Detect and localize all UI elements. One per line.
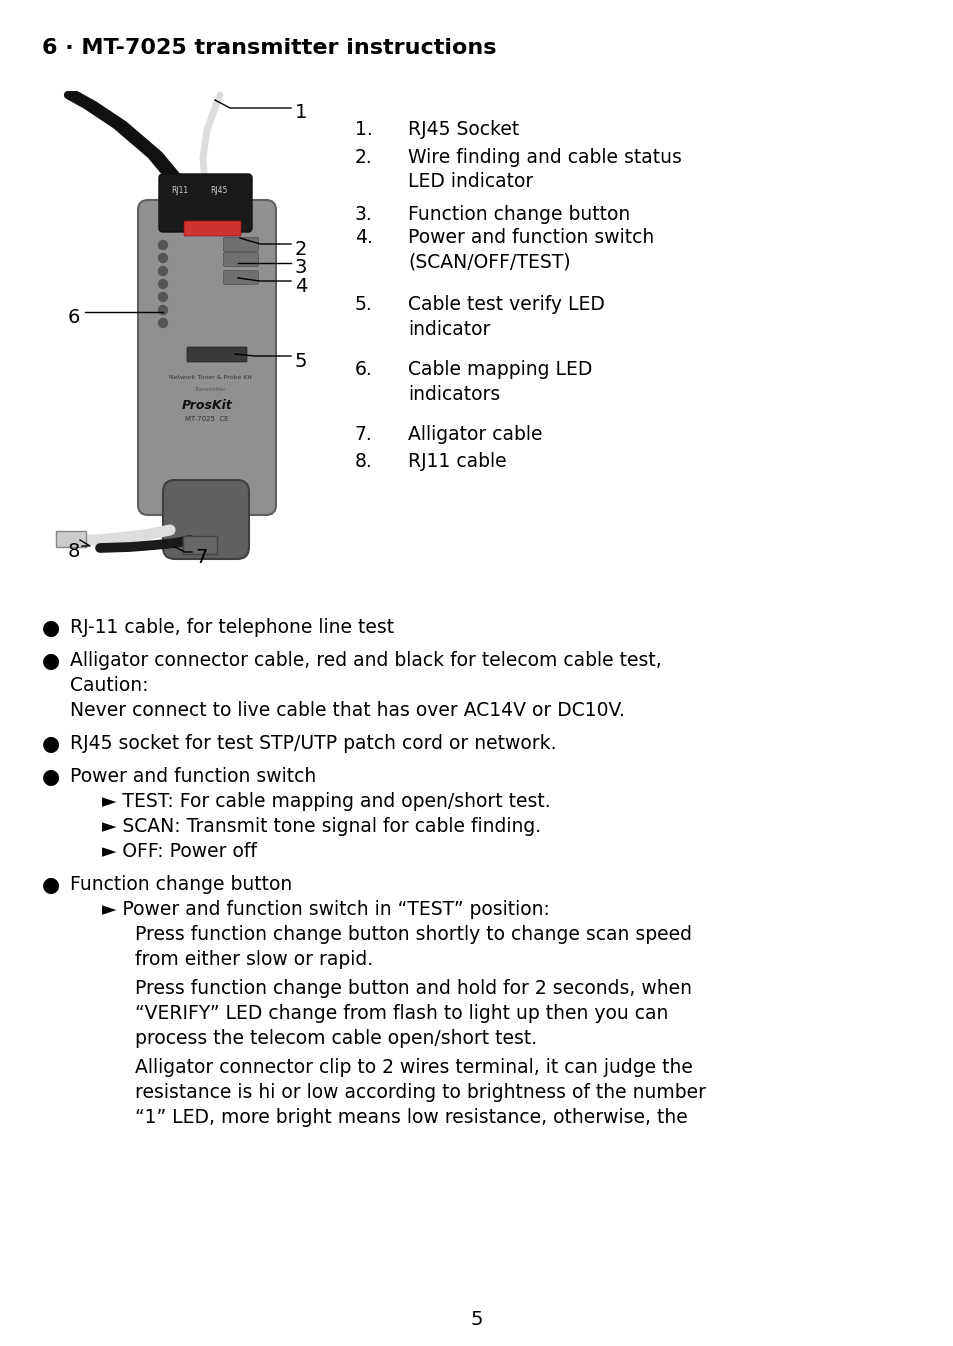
Text: Alligator cable: Alligator cable — [408, 425, 542, 444]
FancyBboxPatch shape — [183, 536, 216, 555]
Text: ► Power and function switch in “TEST” position:: ► Power and function switch in “TEST” po… — [102, 900, 549, 919]
Text: Cable test verify LED: Cable test verify LED — [408, 295, 604, 314]
Text: Function change button: Function change button — [408, 205, 630, 223]
Text: 4: 4 — [294, 277, 307, 296]
Text: STATUS: STATUS — [200, 223, 223, 227]
FancyBboxPatch shape — [223, 271, 258, 284]
FancyBboxPatch shape — [138, 201, 275, 516]
Text: MT-7025  CE: MT-7025 CE — [185, 416, 229, 423]
Text: “1” LED, more bright means low resistance, otherwise, the: “1” LED, more bright means low resistanc… — [135, 1108, 687, 1127]
Text: process the telecom cable open/short test.: process the telecom cable open/short tes… — [135, 1028, 537, 1049]
Text: 6 · MT-7025 transmitter instructions: 6 · MT-7025 transmitter instructions — [42, 38, 496, 58]
Text: 4.: 4. — [355, 227, 373, 248]
Text: indicator: indicator — [408, 320, 490, 339]
Text: 2: 2 — [294, 240, 307, 258]
Text: Never connect to live cable that has over AC14V or DC10V.: Never connect to live cable that has ove… — [70, 701, 624, 720]
Text: Power and function switch: Power and function switch — [408, 227, 654, 248]
Circle shape — [158, 253, 168, 262]
Text: ► SCAN: Transmit tone signal for cable finding.: ► SCAN: Transmit tone signal for cable f… — [102, 817, 540, 836]
Text: 3: 3 — [294, 258, 307, 277]
Text: ●: ● — [42, 875, 60, 895]
Text: VERIFY: VERIFY — [206, 349, 228, 353]
Text: 5.: 5. — [355, 295, 373, 314]
Circle shape — [158, 267, 168, 276]
Text: Network Toner & Probe Kit: Network Toner & Probe Kit — [169, 376, 251, 380]
FancyBboxPatch shape — [163, 481, 249, 559]
Text: Power and function switch: Power and function switch — [70, 767, 315, 786]
FancyBboxPatch shape — [184, 221, 241, 236]
Text: indicators: indicators — [408, 385, 499, 404]
Text: RJ-11 cable, for telephone line test: RJ-11 cable, for telephone line test — [70, 618, 394, 637]
Text: RJ45 Socket: RJ45 Socket — [408, 120, 518, 139]
Text: Caution:: Caution: — [70, 676, 149, 695]
Circle shape — [158, 292, 168, 302]
FancyBboxPatch shape — [223, 253, 258, 267]
Text: Cable mapping LED: Cable mapping LED — [408, 359, 592, 380]
FancyBboxPatch shape — [223, 237, 258, 252]
Text: (SCAN/OFF/TEST): (SCAN/OFF/TEST) — [408, 253, 570, 272]
Text: Press function change button shortly to change scan speed: Press function change button shortly to … — [135, 925, 691, 944]
Text: 8.: 8. — [355, 452, 373, 471]
Circle shape — [158, 280, 168, 288]
Text: ●: ● — [42, 651, 60, 672]
Circle shape — [158, 306, 168, 315]
Text: LED indicator: LED indicator — [408, 172, 533, 191]
Text: RJ11 cable: RJ11 cable — [408, 452, 506, 471]
FancyBboxPatch shape — [159, 174, 252, 232]
Text: 7: 7 — [194, 548, 207, 567]
Text: RJ45: RJ45 — [210, 186, 227, 195]
Text: 5: 5 — [470, 1310, 483, 1329]
Text: ► TEST: For cable mapping and open/short test.: ► TEST: For cable mapping and open/short… — [102, 791, 550, 812]
FancyBboxPatch shape — [187, 347, 247, 362]
Text: ●: ● — [42, 734, 60, 754]
Text: resistance is hi or low according to brightness of the number: resistance is hi or low according to bri… — [135, 1084, 705, 1102]
Text: Function change button: Function change button — [70, 875, 292, 894]
Text: 8: 8 — [68, 542, 80, 561]
Circle shape — [158, 241, 168, 249]
Text: ●: ● — [42, 767, 60, 787]
Text: RJ11: RJ11 — [171, 186, 188, 195]
Text: 1: 1 — [294, 104, 307, 122]
Text: Alligator connector clip to 2 wires terminal, it can judge the: Alligator connector clip to 2 wires term… — [135, 1058, 692, 1077]
Text: 5: 5 — [294, 353, 307, 371]
Text: ●: ● — [42, 618, 60, 638]
Text: RJ45 socket for test STP/UTP patch cord or network.: RJ45 socket for test STP/UTP patch cord … — [70, 734, 556, 752]
Text: 2.: 2. — [355, 148, 373, 167]
Text: SCAN: SCAN — [233, 244, 249, 249]
Text: Press function change button and hold for 2 seconds, when: Press function change button and hold fo… — [135, 979, 691, 997]
Text: Transmitter: Transmitter — [194, 388, 226, 392]
Text: from either slow or rapid.: from either slow or rapid. — [135, 950, 373, 969]
Text: 3.: 3. — [355, 205, 373, 223]
Text: Alligator connector cable, red and black for telecom cable test,: Alligator connector cable, red and black… — [70, 651, 661, 670]
Text: ► OFF: Power off: ► OFF: Power off — [102, 843, 256, 861]
Text: ProsKit: ProsKit — [181, 398, 233, 412]
Text: 7.: 7. — [355, 425, 373, 444]
Circle shape — [158, 319, 168, 327]
Text: 1.: 1. — [355, 120, 373, 139]
Text: 6: 6 — [68, 308, 80, 327]
Text: Wire finding and cable status: Wire finding and cable status — [408, 148, 681, 167]
Text: “VERIFY” LED change from flash to light up then you can: “VERIFY” LED change from flash to light … — [135, 1004, 668, 1023]
FancyBboxPatch shape — [56, 532, 86, 546]
Text: 6.: 6. — [355, 359, 373, 380]
